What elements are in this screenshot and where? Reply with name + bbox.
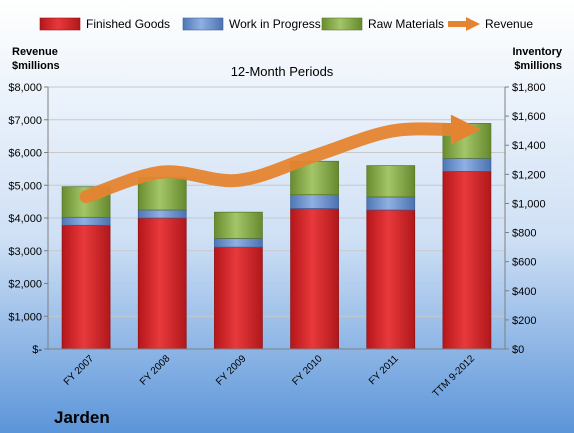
- legend-label-revenue: Revenue: [485, 17, 533, 31]
- legend-label-work-in-progress: Work in Progress: [229, 17, 321, 31]
- bars: [61, 123, 492, 350]
- bar-finished-goods-4: [366, 209, 416, 350]
- right-axis-title-line2: $millions: [514, 60, 562, 72]
- bar-raw-materials-4: [366, 165, 416, 198]
- left-tick-label-5: $5,000: [8, 180, 42, 192]
- right-tick-label-0: $0: [512, 344, 524, 356]
- right-tick-label-4: $800: [512, 228, 536, 240]
- left-tick-label-0: $-: [32, 344, 42, 356]
- right-tick-label-6: $1,200: [512, 169, 546, 181]
- gridlines: [48, 86, 505, 317]
- legend-swatch-work-in-progress: [182, 17, 224, 31]
- right-tick-label-9: $1,800: [512, 82, 546, 94]
- chart-subtitle: 12-Month Periods: [231, 64, 334, 79]
- bar-work-in-progress-2: [214, 238, 263, 248]
- bar-finished-goods-1: [137, 217, 187, 350]
- bar-finished-goods-3: [290, 208, 339, 350]
- company-name: Jarden: [54, 408, 110, 427]
- legend-swatch-finished-goods: [39, 17, 81, 31]
- left-tick-label-1: $1,000: [8, 311, 42, 323]
- bar-finished-goods-5: [442, 171, 492, 350]
- right-axis-title-line1: Inventory: [512, 46, 562, 58]
- right-tick-label-8: $1,600: [512, 111, 546, 123]
- left-axis-title-line1: Revenue: [12, 46, 58, 58]
- left-tick-label-6: $6,000: [8, 148, 42, 160]
- legend-swatch-raw-materials: [321, 17, 363, 31]
- right-tick-label-3: $600: [512, 257, 536, 269]
- legend-swatch-revenue: [448, 17, 480, 31]
- bar-work-in-progress-0: [61, 216, 111, 226]
- bar-work-in-progress-1: [137, 209, 187, 219]
- legend-label-finished-goods: Finished Goods: [86, 17, 170, 31]
- left-tick-label-4: $4,000: [8, 213, 42, 225]
- revenue-series-line: [79, 122, 460, 204]
- right-tick-label-2: $400: [512, 286, 536, 298]
- bar-work-in-progress-4: [366, 196, 416, 211]
- right-tick-label-7: $1,400: [512, 140, 546, 152]
- bar-finished-goods-0: [61, 224, 111, 350]
- revenue-arrowhead: [450, 114, 481, 145]
- left-tick-label-2: $2,000: [8, 279, 42, 291]
- bar-work-in-progress-5: [442, 157, 492, 172]
- left-tick-label-3: $3,000: [8, 246, 42, 258]
- right-tick-label-5: $1,000: [512, 198, 546, 210]
- bar-raw-materials-2: [214, 211, 263, 239]
- right-tick-label-1: $200: [512, 315, 536, 327]
- revenue-line: [79, 114, 481, 204]
- left-tick-label-8: $8,000: [8, 82, 42, 94]
- left-tick-label-7: $7,000: [8, 115, 42, 127]
- legend-label-raw-materials: Raw Materials: [368, 17, 444, 31]
- bar-work-in-progress-3: [290, 194, 339, 209]
- left-axis-title-line2: $millions: [12, 60, 60, 72]
- bar-finished-goods-2: [214, 246, 263, 350]
- bar-raw-materials-1: [137, 176, 187, 211]
- legend: Finished Goods Work in Progress Raw Mate…: [39, 17, 533, 31]
